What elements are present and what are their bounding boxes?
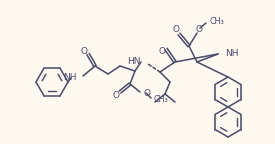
Text: O: O <box>172 25 180 35</box>
Text: O: O <box>158 47 166 55</box>
Text: NH: NH <box>225 50 238 58</box>
Text: O: O <box>81 48 87 56</box>
Text: O: O <box>112 90 120 100</box>
Text: CH₃: CH₃ <box>209 18 224 26</box>
Text: O: O <box>144 89 151 97</box>
Text: NH: NH <box>64 73 77 83</box>
Text: HN: HN <box>128 57 141 67</box>
Text: CH₃: CH₃ <box>154 94 169 104</box>
Text: O: O <box>196 24 202 34</box>
